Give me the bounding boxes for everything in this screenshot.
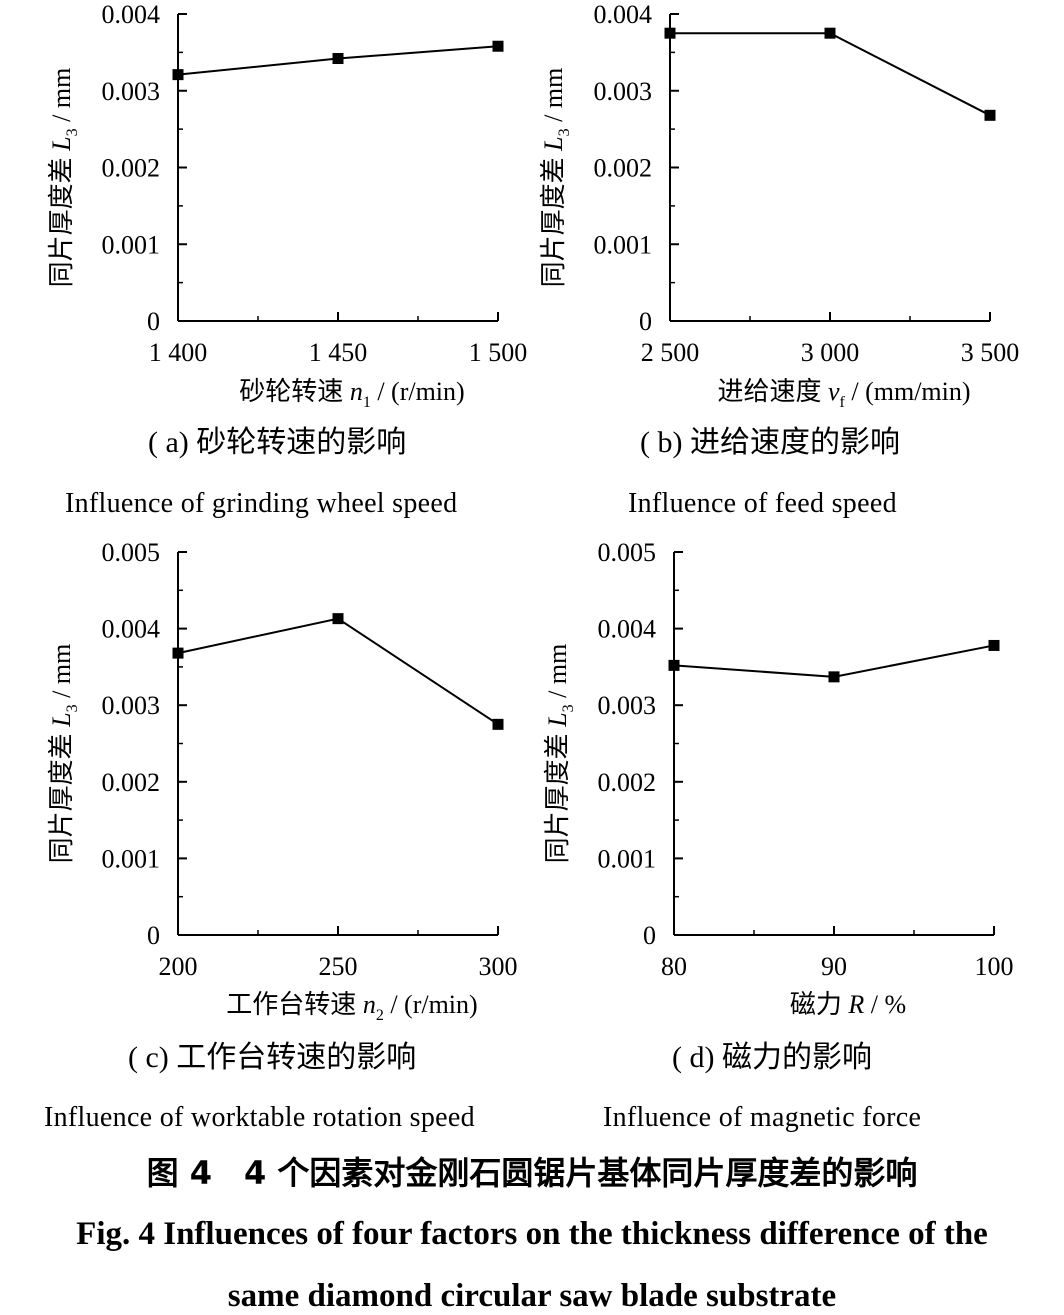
data-point-a [332,53,344,65]
data-point-c [172,647,184,659]
caption-cn-c: ( c) 工作台转速的影响 [128,1041,417,1074]
y-axis-label-a: 同片厚度差 L3 / mm [47,68,81,288]
y-tick-label-b: 0.004 [594,0,653,29]
series-line-c [177,617,499,726]
y-tick-label-b: 0.001 [594,230,653,259]
x-tick-label-d: 100 [975,952,1014,981]
x-axis-label-c: 工作台转速 n2 / (r/min) [226,990,477,1024]
y-tick-label-a: 0.002 [102,154,161,183]
y-tick-label-b: 0.002 [594,154,653,183]
y-tick-label-a: 0.001 [102,230,161,259]
y-tick-label-c: 0.002 [102,768,161,797]
x-tick-label-c: 250 [319,952,358,981]
caption-en-d: Influence of magnetic force [603,1102,922,1133]
y-tick-label-d: 0.002 [598,768,657,797]
y-tick-label-b: 0 [639,307,652,336]
charts-canvas: 0 0.001 0.002 0.003 0.004 1 400 1 450 1 500砂轮转速… [47,0,1020,1024]
y-tick-label-c: 0.003 [102,691,161,720]
data-point-b [984,109,996,121]
figure-title-cn: 图 4 4 个因素对金刚石圆锯片基体同片厚度差的影响 [146,1154,918,1192]
y-tick-label-a: 0.003 [102,77,161,106]
x-axis-label-d: 磁力 R / % [790,990,906,1019]
y-axis-label-d: 同片厚度差 L3 / mm [543,644,577,864]
caption-en-c: Influence of worktable rotation speed [44,1102,475,1133]
y-axis-label-b: 同片厚度差 L3 / mm [539,68,573,288]
x-tick-label-a: 1 450 [309,338,368,367]
x-tick-label-b: 3 000 [801,338,860,367]
y-tick-label-d: 0.003 [598,691,657,720]
data-point-c [492,718,504,730]
data-point-c [332,613,344,625]
x-tick-label-d: 90 [821,952,847,981]
figure-title-en-line1: Fig. 4 Influences of four factors on the… [76,1216,988,1252]
y-tick-label-b: 0.003 [594,77,653,106]
caption-en-a: Influence of grinding wheel speed [65,488,458,519]
x-tick-label-c: 200 [159,952,198,981]
y-axis-label-c: 同片厚度差 L3 / mm [47,644,81,864]
x-tick-label-c: 300 [479,952,518,981]
caption-cn-b: ( b) 进给速度的影响 [640,426,900,459]
data-point-b [664,27,676,39]
data-point-b [824,27,836,39]
caption-cn-a: ( a) 砂轮转速的影响 [148,426,407,459]
x-tick-label-a: 1 400 [149,338,208,367]
y-tick-label-c: 0.004 [102,615,161,644]
y-tick-label-d: 0 [643,921,656,950]
x-tick-label-b: 3 500 [961,338,1020,367]
x-axis-label-b: 进给速度 vf / (mm/min) [717,377,970,411]
y-tick-label-c: 0 [147,921,160,950]
y-tick-label-a: 0.004 [102,0,161,29]
y-tick-label-d: 0.001 [598,844,657,873]
y-tick-label-c: 0.001 [102,844,161,873]
caption-en-b: Influence of feed speed [628,488,897,519]
series-line-b [670,32,991,117]
data-point-d [828,671,840,683]
y-tick-label-c: 0.005 [102,538,161,567]
data-point-d [988,639,1000,651]
caption-cn-d: ( d) 磁力的影响 [672,1041,872,1074]
data-point-a [492,40,504,52]
data-point-a [172,69,184,81]
y-tick-label-d: 0.004 [598,615,657,644]
x-tick-label-b: 2 500 [641,338,700,367]
data-point-d [668,659,680,671]
x-tick-label-d: 80 [661,952,687,981]
figure-title-en-line2: same diamond circular saw blade substrat… [227,1278,837,1314]
y-tick-label-d: 0.005 [598,538,657,567]
y-tick-label-a: 0 [147,307,160,336]
x-tick-label-a: 1 500 [469,338,528,367]
x-axis-label-a: 砂轮转速 n1 / (r/min) [239,377,464,411]
